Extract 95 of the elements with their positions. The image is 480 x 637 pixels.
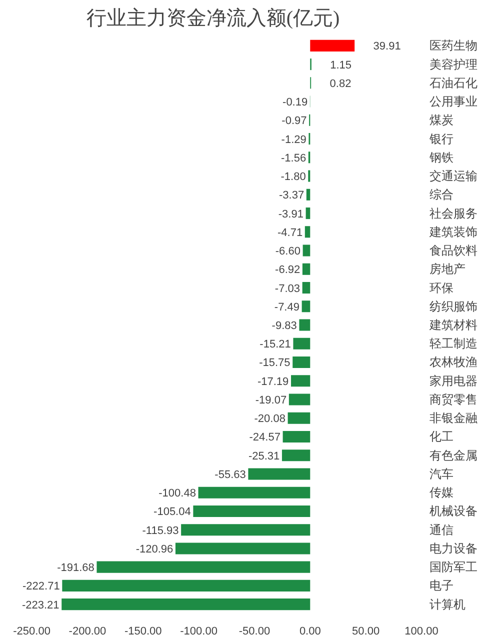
y-tick-label: 轻工制造 (430, 336, 478, 351)
y-tick-label: 电子 (430, 578, 454, 593)
y-tick-label: 交通运输 (430, 169, 478, 184)
bar (96, 561, 310, 573)
y-tick-label: 美容护理 (430, 57, 478, 72)
y-tick-label: 食品饮料 (430, 244, 478, 258)
data-label: -9.83 (272, 320, 297, 332)
y-tick-label: 机械设备 (430, 504, 478, 518)
y-tick-label: 环保 (430, 280, 454, 295)
data-label: -115.93 (142, 524, 179, 537)
bar (302, 263, 310, 275)
y-tick-label: 钢铁 (428, 150, 454, 164)
data-label: -15.21 (260, 338, 291, 351)
data-label: -20.08 (254, 413, 286, 426)
x-tick-label: -150.00 (124, 626, 162, 637)
bar (62, 580, 310, 592)
bar (306, 207, 310, 220)
y-tick-label: 通信 (430, 522, 454, 537)
bar (293, 338, 310, 350)
data-label: -24.57 (249, 432, 280, 444)
data-label: -1.29 (281, 134, 306, 146)
bar (302, 244, 310, 256)
bar (292, 356, 310, 368)
bar (299, 319, 310, 331)
y-tick-label: 建筑材料 (428, 318, 478, 332)
data-label: 1.15 (330, 59, 352, 72)
y-tick-label: 化工 (430, 430, 454, 444)
x-tick-label: -50.00 (238, 626, 270, 637)
y-tick-label: 纺织服饰 (430, 299, 478, 314)
y-tick-label: 非银金融 (430, 411, 478, 426)
data-label: -17.19 (257, 376, 289, 388)
bar (248, 468, 310, 480)
data-label: -223.21 (22, 599, 60, 612)
bar (288, 394, 310, 406)
data-label: 39.91 (373, 40, 401, 53)
y-tick-label: 煤炭 (430, 113, 454, 128)
data-label: -6.92 (275, 264, 300, 276)
x-tick-label: -200.00 (68, 626, 106, 637)
x-tick-label: 50.00 (352, 626, 380, 637)
data-label: -3.91 (278, 208, 304, 220)
bar (291, 375, 310, 387)
data-label: -105.04 (154, 506, 191, 518)
y-tick-label: 医药生物 (430, 38, 478, 53)
data-label: -1.80 (280, 171, 306, 184)
x-tick-label: -250.00 (13, 626, 50, 637)
data-label: -7.49 (274, 301, 300, 314)
y-tick-label: 银行 (428, 132, 454, 146)
bar (306, 188, 310, 200)
data-label: -222.71 (22, 580, 60, 593)
y-tick-label: 计算机 (430, 597, 466, 612)
data-label: -15.75 (259, 357, 290, 370)
data-label: -55.63 (214, 468, 246, 481)
bar (288, 412, 310, 424)
bar (198, 486, 310, 498)
data-label: -19.07 (255, 394, 287, 406)
y-tick-label: 公用事业 (430, 94, 478, 109)
data-label: -7.03 (274, 282, 300, 295)
bar (181, 524, 310, 536)
x-tick-label: 100.00 (404, 626, 438, 637)
y-tick-label: 建筑装饰 (428, 224, 478, 239)
bar (304, 226, 310, 238)
data-label: -0.19 (282, 96, 308, 109)
x-tick-label: -100.00 (180, 626, 218, 637)
x-tick-label: 0.00 (299, 626, 321, 637)
y-tick-label: 家用电器 (430, 374, 478, 388)
y-tick-label: 电力设备 (430, 541, 478, 556)
y-tick-label: 商贸零售 (430, 392, 478, 406)
bar (282, 450, 310, 462)
y-tick-label: 社会服务 (430, 206, 478, 220)
data-label: -3.37 (278, 190, 304, 202)
chart-title: 行业主力资金净流入额(亿元) (86, 6, 340, 30)
y-tick-label: 石油石化 (430, 76, 478, 90)
y-tick-label: 汽车 (430, 466, 454, 481)
data-label: -120.96 (136, 543, 174, 556)
y-tick-label: 传媒 (430, 486, 454, 500)
y-tick-label: 有色金属 (430, 448, 478, 462)
bar (282, 430, 310, 443)
data-label: 0.82 (330, 78, 352, 90)
bar (62, 598, 310, 610)
y-tick-label: 国防军工 (430, 560, 478, 574)
bar (310, 40, 355, 52)
data-label: -1.56 (281, 152, 306, 164)
y-tick-label: 房地产 (430, 262, 466, 276)
bar (175, 542, 310, 554)
y-tick-label: 农林牧渔 (430, 355, 478, 370)
y-tick-label: 综合 (430, 188, 454, 202)
data-label: -100.48 (158, 488, 196, 500)
data-label: -191.68 (57, 562, 94, 574)
data-label: -4.71 (277, 226, 303, 239)
bar (302, 282, 310, 294)
data-label: -25.31 (248, 450, 280, 462)
data-label: -0.97 (282, 115, 307, 128)
data-label: -6.60 (275, 246, 300, 258)
bar (302, 300, 310, 312)
bar (193, 505, 310, 517)
